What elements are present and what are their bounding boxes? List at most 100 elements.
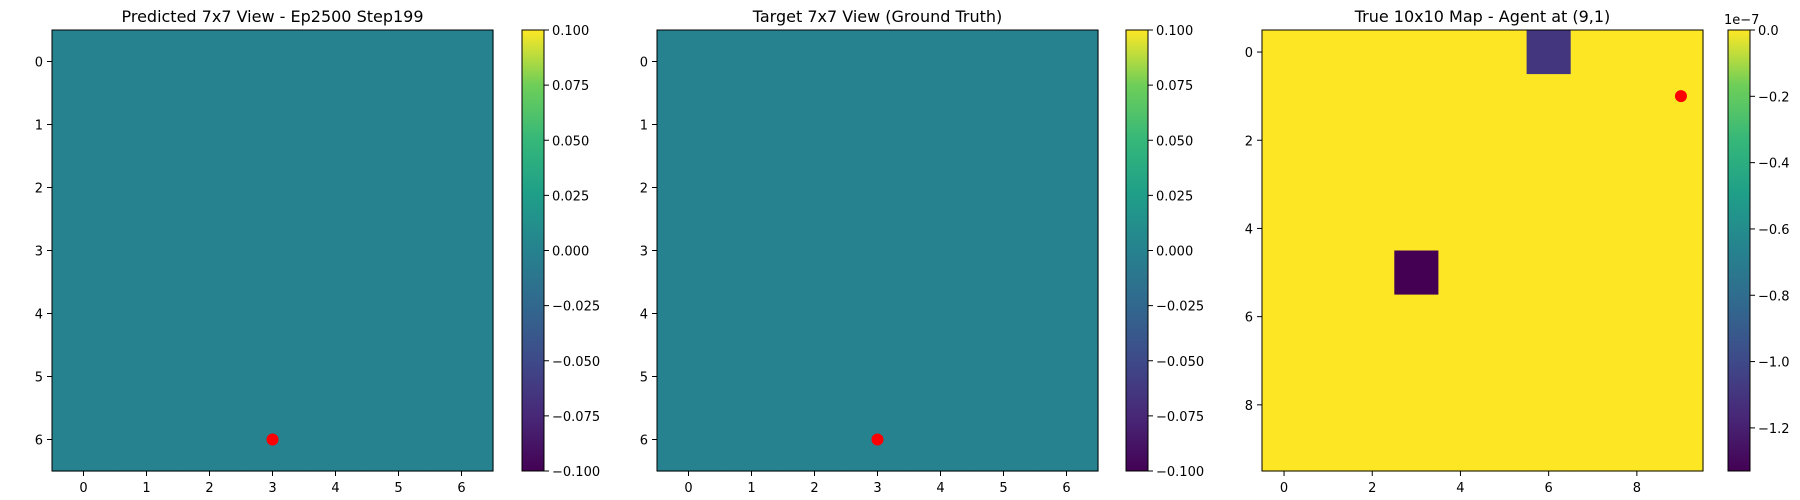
heatmap-cell xyxy=(430,345,494,409)
heatmap-cell xyxy=(178,93,242,157)
colorbar-tick-label: 0.075 xyxy=(552,79,589,94)
y-tick-label: 3 xyxy=(35,245,43,260)
chart-title: Predicted 7x7 View - Ep2500 Step199 xyxy=(121,7,423,26)
heatmap-cell xyxy=(1482,338,1528,384)
heatmap-cell xyxy=(430,408,494,472)
heatmap-cell xyxy=(1306,74,1351,119)
heatmap-cell xyxy=(1570,338,1616,384)
heatmap-cell xyxy=(1262,74,1307,119)
x-tick-label: 2 xyxy=(1368,481,1376,496)
y-tick-label: 2 xyxy=(640,182,648,197)
heatmap-cell xyxy=(1482,426,1528,472)
y-tick-label: 1 xyxy=(35,119,43,134)
chart-panel-1: Predicted 7x7 View - Ep2500 Step199 0 1 2 3 4… xyxy=(35,7,600,496)
heatmap-cell xyxy=(1306,294,1351,340)
agent-marker xyxy=(266,433,279,446)
heatmap-cell xyxy=(657,345,721,409)
heatmap-cell xyxy=(1262,250,1307,296)
heatmap-cell xyxy=(1306,426,1351,472)
heatmap-cell xyxy=(241,156,305,220)
heatmap-cell xyxy=(178,345,242,409)
y-tick-label: 6 xyxy=(35,434,43,449)
heatmap-cell xyxy=(909,282,973,346)
heatmap-cell xyxy=(430,93,494,157)
heatmap-cell xyxy=(430,30,494,94)
heatmap-cell xyxy=(304,156,368,220)
heatmap-cell xyxy=(115,408,179,472)
heatmap-cell xyxy=(1526,206,1572,252)
y-tick-label: 5 xyxy=(35,371,43,386)
y-tick-label: 8 xyxy=(1245,399,1253,414)
y-tick-label: 4 xyxy=(1245,222,1253,237)
colorbar xyxy=(1727,29,1751,472)
heatmap-cell xyxy=(972,282,1036,346)
heatmap-cell xyxy=(1350,294,1395,340)
colorbar-tick-label: −0.075 xyxy=(552,410,600,425)
heatmap-cell xyxy=(1570,250,1616,296)
heatmap-cell xyxy=(1570,30,1616,75)
heatmap-cell xyxy=(241,282,305,346)
heatmap-cells xyxy=(1262,30,1704,472)
heatmap-cell xyxy=(1438,382,1484,428)
heatmap-cell xyxy=(1350,338,1395,384)
heatmap-cell xyxy=(720,30,784,94)
heatmap-cell xyxy=(720,408,784,472)
heatmap-cell xyxy=(1658,162,1704,207)
heatmap-cell xyxy=(1394,382,1439,428)
heatmap-cell xyxy=(430,219,494,283)
heatmap-cell xyxy=(1035,156,1099,220)
heatmap-cell xyxy=(1614,74,1660,119)
heatmap-cell xyxy=(846,282,910,346)
y-tick-label: 2 xyxy=(35,182,43,197)
heatmap-cell xyxy=(972,30,1036,94)
heatmap-cell xyxy=(1614,162,1660,207)
x-tick-label: 0 xyxy=(1280,481,1288,496)
heatmap-cell xyxy=(1570,426,1616,472)
heatmap-cell xyxy=(1526,426,1572,472)
heatmap-cell xyxy=(1350,426,1395,472)
colorbar-tick-label: −0.050 xyxy=(552,355,600,370)
heatmap-cell xyxy=(1658,338,1704,384)
heatmap-cells xyxy=(657,30,1099,472)
heatmap-cell xyxy=(720,156,784,220)
heatmap-cell xyxy=(972,408,1036,472)
heatmap-cell xyxy=(178,156,242,220)
heatmap-cell xyxy=(1035,93,1099,157)
heatmap-cell xyxy=(1306,250,1351,296)
colorbar-tick-label: −1.2 xyxy=(1758,422,1790,437)
chart-panel-2: Target 7x7 View (Ground Truth) 0 1 2 3 4 5 6 0 1 2… xyxy=(640,7,1204,496)
heatmap-cell xyxy=(1394,30,1439,75)
heatmap-cell xyxy=(720,282,784,346)
heatmap-cell xyxy=(241,30,305,94)
y-tick-label: 1 xyxy=(640,119,648,134)
heatmap-cell xyxy=(241,93,305,157)
heatmap-cell xyxy=(304,282,368,346)
heatmap-cell xyxy=(1035,219,1099,283)
heatmap-cell xyxy=(783,282,847,346)
y-tick-label: 5 xyxy=(640,371,648,386)
heatmap-cell xyxy=(1658,30,1704,75)
heatmap-cell xyxy=(304,345,368,409)
x-tick-label: 4 xyxy=(331,481,339,496)
chart-title: Target 7x7 View (Ground Truth) xyxy=(752,7,1003,26)
y-tick-label: 0 xyxy=(640,56,648,71)
heatmap-cell xyxy=(846,219,910,283)
heatmap-cell xyxy=(1394,250,1439,296)
x-tick-label: 2 xyxy=(205,481,213,496)
x-tick-label: 1 xyxy=(142,481,150,496)
heatmap-cell xyxy=(1035,30,1099,94)
heatmap-cell xyxy=(657,93,721,157)
heatmap-cell xyxy=(1482,206,1528,252)
heatmap-cell xyxy=(972,345,1036,409)
heatmap-cell xyxy=(1570,382,1616,428)
heatmap-cell xyxy=(720,219,784,283)
heatmap-cell xyxy=(1658,426,1704,472)
heatmap-cell xyxy=(115,282,179,346)
chart-title: True 10x10 Map - Agent at (9,1) xyxy=(1354,7,1611,26)
heatmap-cell xyxy=(52,408,116,472)
heatmap-cell xyxy=(1306,30,1351,75)
heatmap-cell xyxy=(1438,206,1484,252)
y-tick-label: 0 xyxy=(1245,46,1253,61)
heatmap-cell xyxy=(657,30,721,94)
